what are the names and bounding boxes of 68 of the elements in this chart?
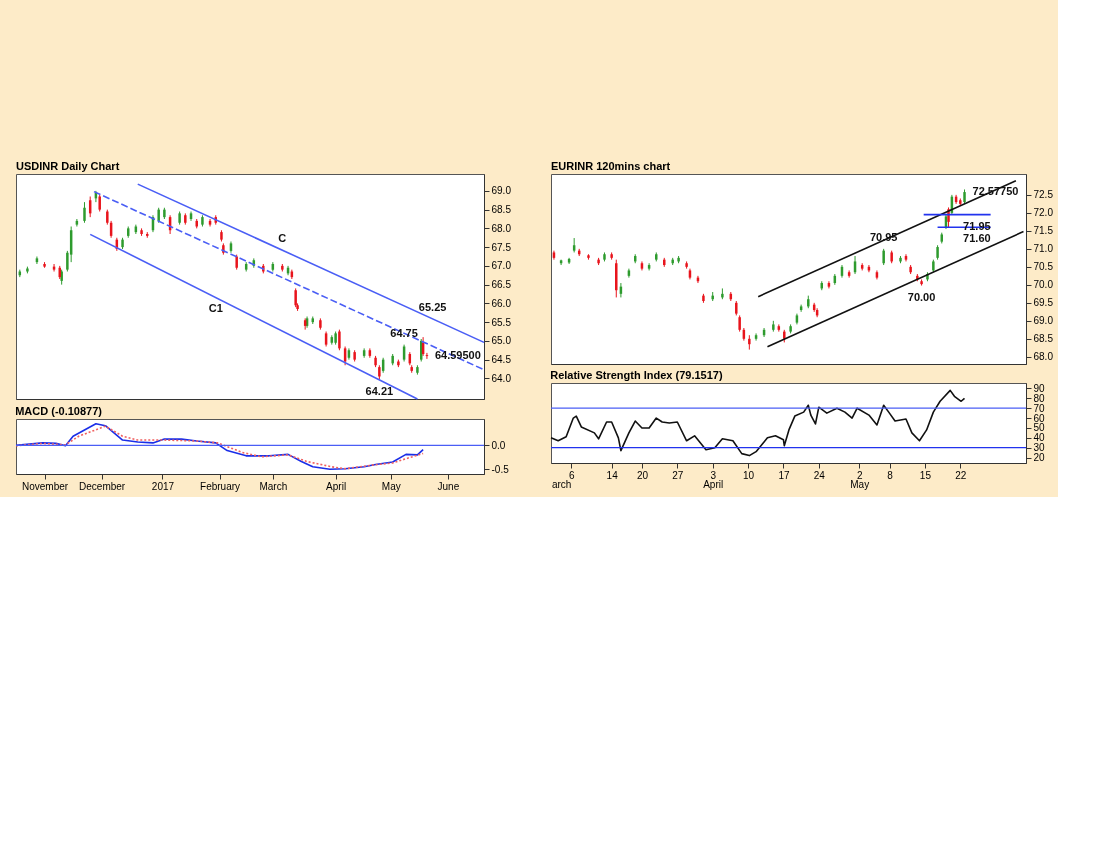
y-tick-label: 70.0 [1033,279,1054,291]
x-tick-label: 17 [778,469,790,481]
line-series [550,389,966,457]
candlestick [338,329,341,351]
y-tick-label: 71.5 [1033,225,1054,237]
y-tick-label: 68.5 [491,204,512,216]
y-tick-label: 40 [1033,432,1046,444]
y-tick-label: 67.0 [491,260,512,272]
chart-title: Relative Strength Index (79.1517) [550,368,723,381]
x-tick-label: April [326,480,347,492]
y-tick-label: 20 [1033,452,1046,464]
y-tick-label: 69.0 [491,185,512,197]
candlestick [425,352,429,360]
annotation: C1 [208,302,223,315]
x-tick-label: 27 [672,469,684,481]
y-tick-label: 67.5 [491,241,512,253]
x-tick-label: June [437,480,460,492]
y-tick-label: 70 [1033,402,1046,414]
y-tick-label: 66.5 [491,279,512,291]
y-tick-label: 80 [1033,392,1046,404]
x-tick-label: 14 [606,469,619,481]
chart-title: USDINR Daily Chart [16,160,120,172]
candlestick [83,201,86,224]
y-tick-label: 65.0 [491,335,512,347]
y-tick-label: 69.0 [1033,315,1054,327]
y-tick-label: 68.0 [1033,351,1054,363]
y-tick-label: 70.5 [1033,261,1054,273]
x-tick-label: 20 [636,469,649,481]
y-tick-label: 0.0 [491,439,506,451]
y-tick-label: 64.5 [491,354,512,366]
y-tick-label: 30 [1033,442,1046,454]
y-tick-label: 68.0 [491,222,512,234]
x-tick-label: 3 [710,469,717,481]
y-tick-label: 69.5 [1033,297,1054,309]
x-tick-label: February [200,480,241,492]
y-tick-label: -0.5 [491,463,510,475]
x-tick-label: March [259,480,288,492]
x-tick-label: 8 [887,469,894,481]
y-tick-label: 90 [1033,382,1046,394]
annotation: 64.75 [390,326,418,339]
y-tick-label: 71.0 [1033,243,1054,255]
y-tick-label: 60 [1033,412,1046,424]
y-tick-label: 65.5 [491,316,512,328]
x-tick-label: 22 [955,469,967,481]
x-tick-label: 2017 [151,480,175,492]
x-tick-label: November [21,480,69,492]
x-tick-label: 24 [813,469,826,481]
x-tick-label: 10 [743,469,755,481]
x-tick-label: 2 [856,469,863,481]
y-tick-label: 72.0 [1033,207,1054,219]
y-tick-label: 50 [1033,422,1046,434]
y-tick-label: 68.5 [1033,333,1054,345]
x-tick-label: May [381,480,401,492]
y-tick-label: 72.5 [1033,189,1054,201]
annotation: 71.60 [963,232,991,245]
y-tick-label: 66.0 [491,297,512,309]
annotation: 65.25 [418,300,447,313]
y-tick-label: 64.0 [491,372,512,384]
x-tick-label: 6 [568,469,575,481]
chart-title: EURINR 120mins chart [551,160,671,172]
annotation: 70.00 [907,290,936,303]
x2-tick-label: arch [551,478,572,490]
x-tick-label: December [79,480,126,492]
x-tick-label: 15 [919,469,932,481]
chart-title: MACD (-0.10877) [15,405,103,417]
annotation: 64.21 [365,384,394,397]
candlestick [294,287,297,308]
annotation: C [278,232,287,245]
